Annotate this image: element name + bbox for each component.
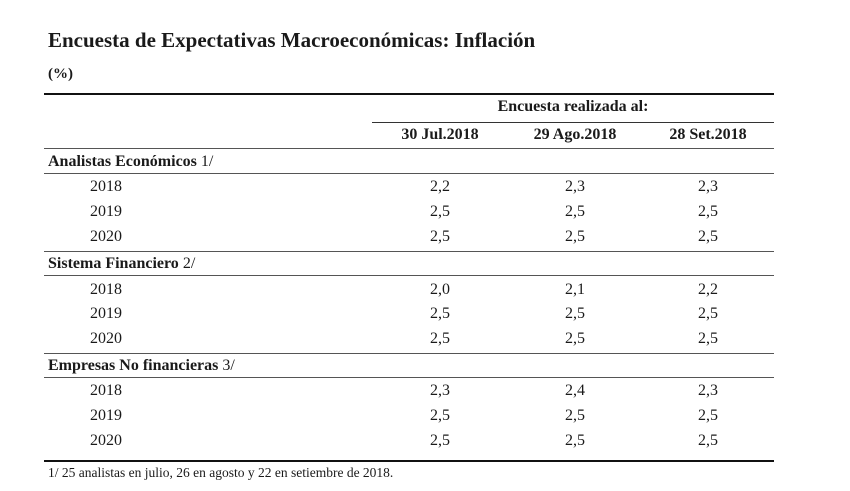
- table-cell: 2,0: [430, 281, 450, 298]
- table-cell: 2,5: [565, 330, 585, 347]
- unit-label: (%): [48, 66, 73, 82]
- table-cell: 2,5: [698, 203, 718, 220]
- group-rule: [44, 173, 774, 174]
- table-cell: 2,3: [430, 382, 450, 399]
- table-cell: 2,3: [698, 178, 718, 195]
- table-cell: 2,5: [430, 228, 450, 245]
- group-label: Sistema Financiero 2/: [48, 255, 195, 273]
- group-separator: [44, 353, 774, 354]
- group-label-text: Analistas Económicos: [48, 153, 197, 170]
- table-cell: 2,5: [698, 305, 718, 322]
- group-label: Analistas Económicos 1/: [48, 153, 213, 171]
- group-label: Empresas No financieras 3/: [48, 357, 235, 375]
- top-rule: [44, 93, 774, 95]
- table-cell: 2,5: [565, 432, 585, 449]
- table-cell: 2,1: [565, 281, 585, 298]
- group-label-text: Sistema Financiero: [48, 255, 179, 272]
- column-header: 28 Set.2018: [669, 126, 747, 143]
- table-cell: 2,5: [565, 305, 585, 322]
- row-year: 2018: [90, 382, 122, 399]
- row-year: 2018: [90, 281, 122, 298]
- group-note: 1/: [200, 153, 214, 170]
- table-cell: 2,5: [698, 330, 718, 347]
- bottom-rule: [44, 460, 774, 462]
- row-year: 2019: [90, 407, 122, 424]
- table-cell: 2,5: [430, 305, 450, 322]
- group-separator: [44, 251, 774, 252]
- row-year: 2019: [90, 203, 122, 220]
- footnote: 1/ 25 analistas en julio, 26 en agosto y…: [48, 465, 394, 480]
- column-header: 30 Jul.2018: [401, 126, 479, 143]
- table-cell: 2,5: [430, 203, 450, 220]
- survey-header-rule: [372, 122, 774, 123]
- row-year: 2020: [90, 330, 122, 347]
- table-cell: 2,5: [565, 228, 585, 245]
- group-label-text: Empresas No financieras: [48, 357, 219, 374]
- table-cell: 2,3: [698, 382, 718, 399]
- table-cell: 2,5: [430, 407, 450, 424]
- group-rule: [44, 377, 774, 378]
- group-note: 3/: [222, 357, 235, 374]
- table-title: Encuesta de Expectativas Macroeconómicas…: [48, 28, 536, 52]
- row-year: 2020: [90, 432, 122, 449]
- table-cell: 2,5: [565, 203, 585, 220]
- table-cell: 2,3: [565, 178, 585, 195]
- table-cell: 2,5: [565, 407, 585, 424]
- column-header: 29 Ago.2018: [533, 126, 617, 143]
- table-cell: 2,2: [698, 281, 718, 298]
- header-bottom-rule: [44, 148, 774, 149]
- row-year: 2020: [90, 228, 122, 245]
- row-year: 2018: [90, 178, 122, 195]
- row-year: 2019: [90, 305, 122, 322]
- table-cell: 2,2: [430, 178, 450, 195]
- group-note: 2/: [182, 255, 196, 272]
- table-cell: 2,5: [698, 228, 718, 245]
- table-cell: 2,5: [698, 407, 718, 424]
- group-rule: [44, 275, 774, 276]
- table-cell: 2,5: [430, 432, 450, 449]
- survey-header: Encuesta realizada al:: [497, 98, 649, 115]
- table-cell: 2,4: [565, 382, 585, 399]
- table-cell: 2,5: [698, 432, 718, 449]
- table-cell: 2,5: [430, 330, 450, 347]
